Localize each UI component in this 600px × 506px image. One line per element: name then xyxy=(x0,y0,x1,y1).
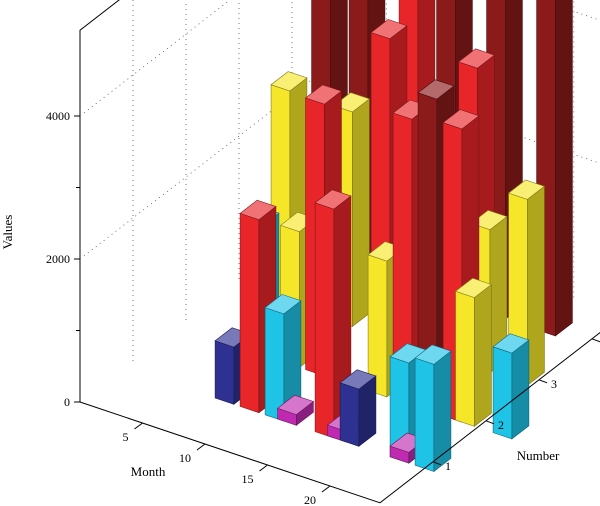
bar-side-face xyxy=(555,0,573,337)
month-tick-label: 10 xyxy=(179,451,191,465)
bar-yellow xyxy=(454,277,493,427)
bar-cyan xyxy=(492,333,530,440)
bar-side-face xyxy=(433,350,452,473)
back-wall-frame xyxy=(79,0,120,402)
bar-red xyxy=(314,189,352,439)
number-tick-mark xyxy=(538,379,548,384)
bar-top-face xyxy=(492,333,530,354)
number-axis-line xyxy=(379,331,600,504)
month-tick-mark xyxy=(196,443,206,451)
bar-front-face xyxy=(414,357,435,472)
bar-front-face xyxy=(455,290,475,427)
number-tick-label: 2 xyxy=(498,418,504,432)
bar-top-face xyxy=(442,109,480,130)
number-tick-label: 1 xyxy=(445,459,451,473)
number-tick-mark xyxy=(591,338,600,343)
bar-side-face xyxy=(352,98,370,328)
bar-top-face xyxy=(414,344,452,365)
bar-front-face xyxy=(214,340,235,405)
bar-top-face xyxy=(370,19,408,40)
bar-top-face xyxy=(264,294,302,315)
x-axis-label: Month xyxy=(131,464,166,479)
bar-top-face xyxy=(339,369,377,390)
bar-cyan xyxy=(264,294,302,422)
bars-layer xyxy=(214,0,573,473)
bar-top-face xyxy=(270,71,308,92)
bar-front-face xyxy=(264,307,285,422)
z-tick-label: 4000 xyxy=(46,109,70,123)
bar-side-face xyxy=(527,185,545,386)
z-axis-label: Values xyxy=(0,215,15,250)
month-tick-mark xyxy=(259,464,268,472)
bar-top-face xyxy=(454,277,493,298)
bar-front-face xyxy=(239,212,260,414)
month-tick-mark xyxy=(321,485,331,493)
number-tick-label: 3 xyxy=(551,377,557,391)
month-tick-label: 5 xyxy=(123,430,129,444)
bar-top-face xyxy=(507,179,546,200)
bar-cyan xyxy=(414,344,452,473)
bar-top-face xyxy=(457,48,496,69)
bar-blue xyxy=(339,369,377,447)
number-tick-mark xyxy=(485,420,495,425)
month-tick-label: 20 xyxy=(304,493,316,506)
bar-front-face xyxy=(339,382,360,447)
bar-top-face xyxy=(239,199,277,221)
bar-top-face xyxy=(276,394,315,415)
z-tick-label: 0 xyxy=(64,395,70,409)
bar-top-face xyxy=(304,84,343,105)
z-tick-label: 2000 xyxy=(46,252,70,266)
bar-top-face xyxy=(417,79,455,100)
bar-front-face xyxy=(314,202,335,439)
y-axis-label: Number xyxy=(517,448,560,463)
month-tick-label: 15 xyxy=(242,472,254,486)
number-tick-mark xyxy=(432,461,442,466)
bar-side-face xyxy=(474,283,492,427)
month-tick-mark xyxy=(134,422,143,430)
bar-top-face xyxy=(470,209,508,231)
bar-top-face xyxy=(314,189,352,210)
bar-magenta xyxy=(276,394,315,426)
bar-top-face xyxy=(332,92,371,113)
axes-layer: 02000400051015201234 xyxy=(46,109,600,506)
